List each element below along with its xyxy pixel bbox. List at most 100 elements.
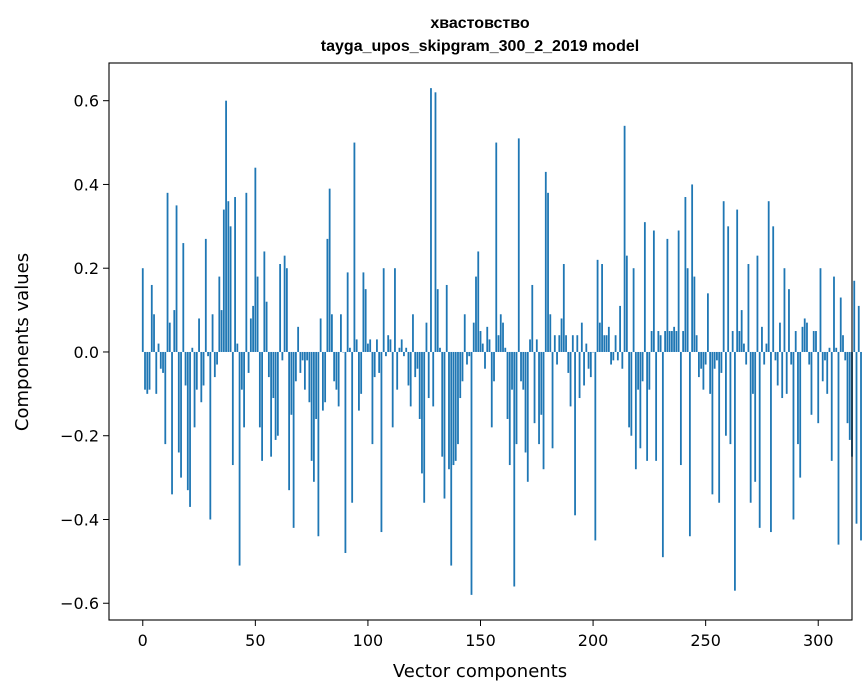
bar xyxy=(396,351,399,390)
bar xyxy=(310,351,313,461)
bar xyxy=(403,351,405,357)
bar xyxy=(761,326,763,352)
x-tick-label: 0 xyxy=(138,631,148,650)
bar xyxy=(558,335,561,352)
bar xyxy=(380,351,383,533)
bar xyxy=(283,255,286,352)
bar xyxy=(580,322,583,352)
bar xyxy=(220,310,223,352)
bar xyxy=(531,284,534,352)
bar xyxy=(506,351,509,419)
bar xyxy=(679,351,682,466)
bar xyxy=(182,243,185,352)
bar xyxy=(211,314,214,352)
bar xyxy=(405,347,408,352)
y-tick-label: −0.2 xyxy=(60,427,99,446)
bar xyxy=(218,276,221,352)
bar xyxy=(661,351,664,558)
bar xyxy=(821,351,824,382)
bar xyxy=(756,255,759,352)
bar xyxy=(180,351,182,478)
bar xyxy=(331,314,333,352)
bar xyxy=(614,335,617,352)
bar xyxy=(639,351,642,449)
bar xyxy=(517,138,520,352)
bar xyxy=(159,351,162,369)
bar xyxy=(157,343,160,352)
bar xyxy=(193,351,196,428)
bar xyxy=(601,264,603,352)
bar xyxy=(481,343,484,352)
bar xyxy=(819,268,822,352)
bar xyxy=(508,351,511,466)
bar xyxy=(349,347,351,352)
bar xyxy=(389,339,392,352)
bar xyxy=(799,351,802,478)
bar xyxy=(497,335,500,352)
x-axis-ticks: 0 50 100 150 200 250 300 xyxy=(138,620,834,650)
bar xyxy=(285,268,288,352)
bar xyxy=(621,351,624,369)
bar xyxy=(857,305,860,352)
bar xyxy=(373,351,376,378)
bar xyxy=(716,351,718,361)
bar xyxy=(195,351,198,390)
bar xyxy=(202,351,205,386)
bar xyxy=(853,280,856,352)
bar xyxy=(549,314,552,352)
bar xyxy=(204,238,207,352)
bar xyxy=(830,351,833,461)
bar xyxy=(698,351,700,378)
bar xyxy=(303,351,306,390)
bar xyxy=(240,351,243,390)
bar xyxy=(360,351,363,394)
bar xyxy=(607,326,610,352)
bar xyxy=(774,351,777,361)
bar xyxy=(319,318,322,352)
bar xyxy=(418,351,421,419)
bar xyxy=(522,351,525,390)
bar xyxy=(249,318,252,352)
bar xyxy=(752,351,754,394)
bar xyxy=(524,351,527,453)
bar xyxy=(270,351,273,457)
bar xyxy=(430,88,432,352)
bar xyxy=(704,351,707,365)
bar xyxy=(353,142,356,352)
bar xyxy=(472,322,475,352)
bar xyxy=(511,351,513,390)
bar xyxy=(486,326,489,352)
bar xyxy=(452,351,455,466)
bar xyxy=(340,314,342,352)
bar xyxy=(337,351,340,407)
bar xyxy=(634,351,637,470)
bar xyxy=(150,284,153,352)
bar xyxy=(258,351,261,428)
bar xyxy=(720,351,723,373)
bar xyxy=(346,272,349,352)
bar xyxy=(274,351,277,440)
bar xyxy=(583,351,585,386)
bar xyxy=(254,167,257,352)
bar xyxy=(421,351,423,474)
bar xyxy=(272,351,275,399)
bar xyxy=(707,293,709,352)
bar xyxy=(734,351,736,591)
bar xyxy=(324,351,327,403)
bar xyxy=(407,351,410,386)
bar xyxy=(625,255,628,352)
bar xyxy=(166,192,169,352)
x-tick-label: 200 xyxy=(578,631,609,650)
bar xyxy=(686,268,689,352)
chart-title: хвастовство xyxy=(430,15,530,32)
bar xyxy=(186,351,189,491)
bar xyxy=(292,351,295,528)
bar xyxy=(200,351,203,403)
bar xyxy=(394,268,396,352)
bar xyxy=(457,351,459,445)
bar xyxy=(376,339,378,352)
bar xyxy=(191,347,194,352)
bar xyxy=(425,322,428,352)
bar xyxy=(817,351,820,424)
bar xyxy=(655,351,658,461)
